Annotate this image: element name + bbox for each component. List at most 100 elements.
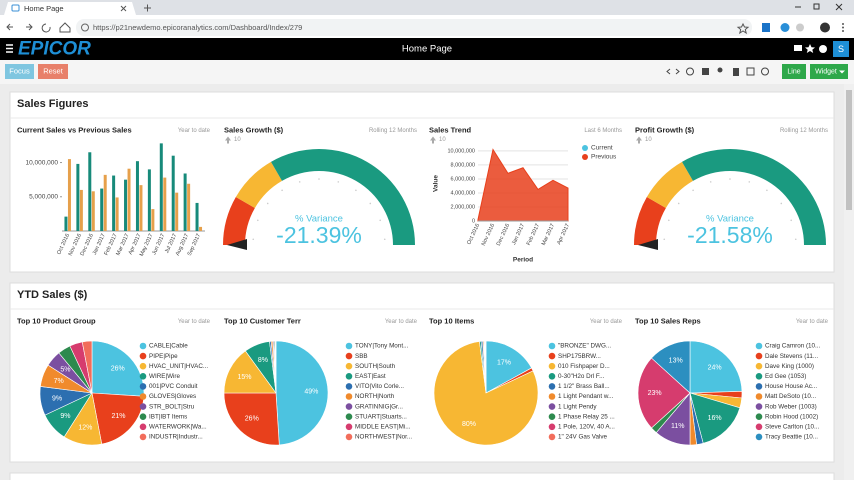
widget-period: Last 6 Months <box>584 128 622 134</box>
area <box>477 148 569 222</box>
legend-label: 1 Light Pendy <box>558 403 597 410</box>
bar <box>124 179 128 231</box>
tab-icon <box>11 4 20 12</box>
reload-button[interactable] <box>41 23 51 33</box>
scrollbar[interactable] <box>844 84 854 480</box>
code-icon[interactable] <box>666 68 680 75</box>
widget-title: Top 10 Items <box>429 316 474 325</box>
legend-label: Dave King (1000) <box>765 363 814 370</box>
legend-label: 1" 24V Gas Valve <box>558 434 608 441</box>
gauge-tick <box>379 219 381 222</box>
legend-marker <box>755 423 763 431</box>
extension[interactable] <box>762 23 770 32</box>
legend-label: 001|PVC Conduit <box>149 383 198 390</box>
pie-label: 5% <box>60 366 70 373</box>
pie-slice <box>485 340 532 394</box>
app-header <box>0 38 854 60</box>
pie-slice <box>223 392 280 446</box>
profile[interactable] <box>820 22 830 33</box>
user-icon[interactable] <box>717 67 723 73</box>
bar <box>171 155 175 231</box>
legend-label: CABLE|Cable <box>149 343 188 350</box>
extension[interactable] <box>780 23 790 32</box>
omnibox[interactable] <box>76 19 752 36</box>
widget-period: Year to date <box>385 319 418 325</box>
refresh-icon[interactable] <box>761 67 769 76</box>
menu[interactable] <box>842 23 844 25</box>
delete-icon[interactable] <box>733 68 739 76</box>
bookmark-star[interactable] <box>736 22 750 35</box>
legend-marker <box>345 393 353 400</box>
gauge-value: -21.58% <box>687 222 773 248</box>
legend-marker <box>548 383 556 390</box>
legend-label: EAST|East <box>355 373 386 380</box>
legend-marker <box>548 342 556 350</box>
gauge-tick <box>794 238 797 241</box>
bar <box>115 197 119 231</box>
legend-label: 1 Light Pendant w... <box>558 393 614 400</box>
back-button[interactable] <box>6 23 13 31</box>
legend-marker <box>582 145 588 151</box>
toolbar-icons <box>666 67 769 76</box>
copy-icon[interactable] <box>746 67 755 76</box>
pie-label: 13% <box>669 358 683 365</box>
y-axis-title: Value <box>433 175 440 192</box>
widget-label: Widget <box>815 68 837 75</box>
widget-title: Sales Growth ($) <box>224 125 284 134</box>
line-button[interactable] <box>782 64 806 79</box>
gauge-tick <box>257 219 259 222</box>
bar <box>76 163 80 231</box>
reset-button[interactable] <box>38 64 68 79</box>
x-axis-title: Period <box>513 257 533 264</box>
legend-marker <box>755 383 763 390</box>
legend-label: 0-30"H2o Drl F... <box>558 373 605 380</box>
widget-button[interactable] <box>810 64 848 79</box>
gauge-tick <box>318 178 320 180</box>
chat-icon[interactable] <box>794 45 802 51</box>
restore[interactable] <box>813 3 820 10</box>
history-icon[interactable] <box>686 67 694 76</box>
user-badge[interactable] <box>833 41 849 57</box>
legend-label: NORTH|North <box>355 393 395 400</box>
legend-marker <box>345 383 353 390</box>
tab[interactable] <box>4 2 136 15</box>
site-info[interactable] <box>81 23 89 32</box>
bar <box>127 168 131 231</box>
gauge-needle <box>227 239 247 250</box>
section-title: YTD Sales ($) <box>17 289 88 301</box>
dropdown-caret <box>839 70 845 74</box>
focus-button[interactable] <box>5 64 34 79</box>
legend-marker <box>139 383 147 390</box>
help-icon[interactable] <box>819 45 827 53</box>
forward-button[interactable] <box>26 23 33 31</box>
hamburger[interactable] <box>6 44 13 53</box>
logo[interactable]: EPICOR <box>18 39 91 60</box>
bar <box>195 202 199 231</box>
legend-label: SOUTH|South <box>355 363 396 370</box>
home-button[interactable] <box>59 22 71 33</box>
widget-title: Top 10 Product Group <box>17 316 96 325</box>
legend-marker <box>345 423 353 431</box>
gauge-tick <box>383 238 386 241</box>
url[interactable]: https://p21newdemo.epicoranalytics.com/D… <box>93 23 302 32</box>
menu-dot <box>842 30 844 32</box>
bar <box>67 159 71 231</box>
widget-title: Top 10 Sales Reps <box>635 316 701 325</box>
legend-marker <box>755 403 763 410</box>
legend-label: Craig Camron (10... <box>765 343 821 350</box>
legend-marker <box>345 342 353 350</box>
new-tab[interactable] <box>144 4 151 12</box>
legend-label: SBB <box>355 353 368 360</box>
page-title: Home Page <box>402 44 452 55</box>
gauge-band <box>646 161 693 208</box>
pie-label: 26% <box>111 366 125 373</box>
favorites-icon[interactable] <box>805 44 815 53</box>
tab-close[interactable] <box>120 5 127 12</box>
extension[interactable] <box>796 23 804 32</box>
print-icon[interactable] <box>702 68 709 75</box>
legend-marker <box>139 423 147 431</box>
scrollbar-thumb[interactable] <box>846 90 852 210</box>
legend-label: Tracy Beattie (10... <box>765 434 818 441</box>
close-window[interactable] <box>835 3 843 11</box>
gauge-needle <box>638 239 658 250</box>
